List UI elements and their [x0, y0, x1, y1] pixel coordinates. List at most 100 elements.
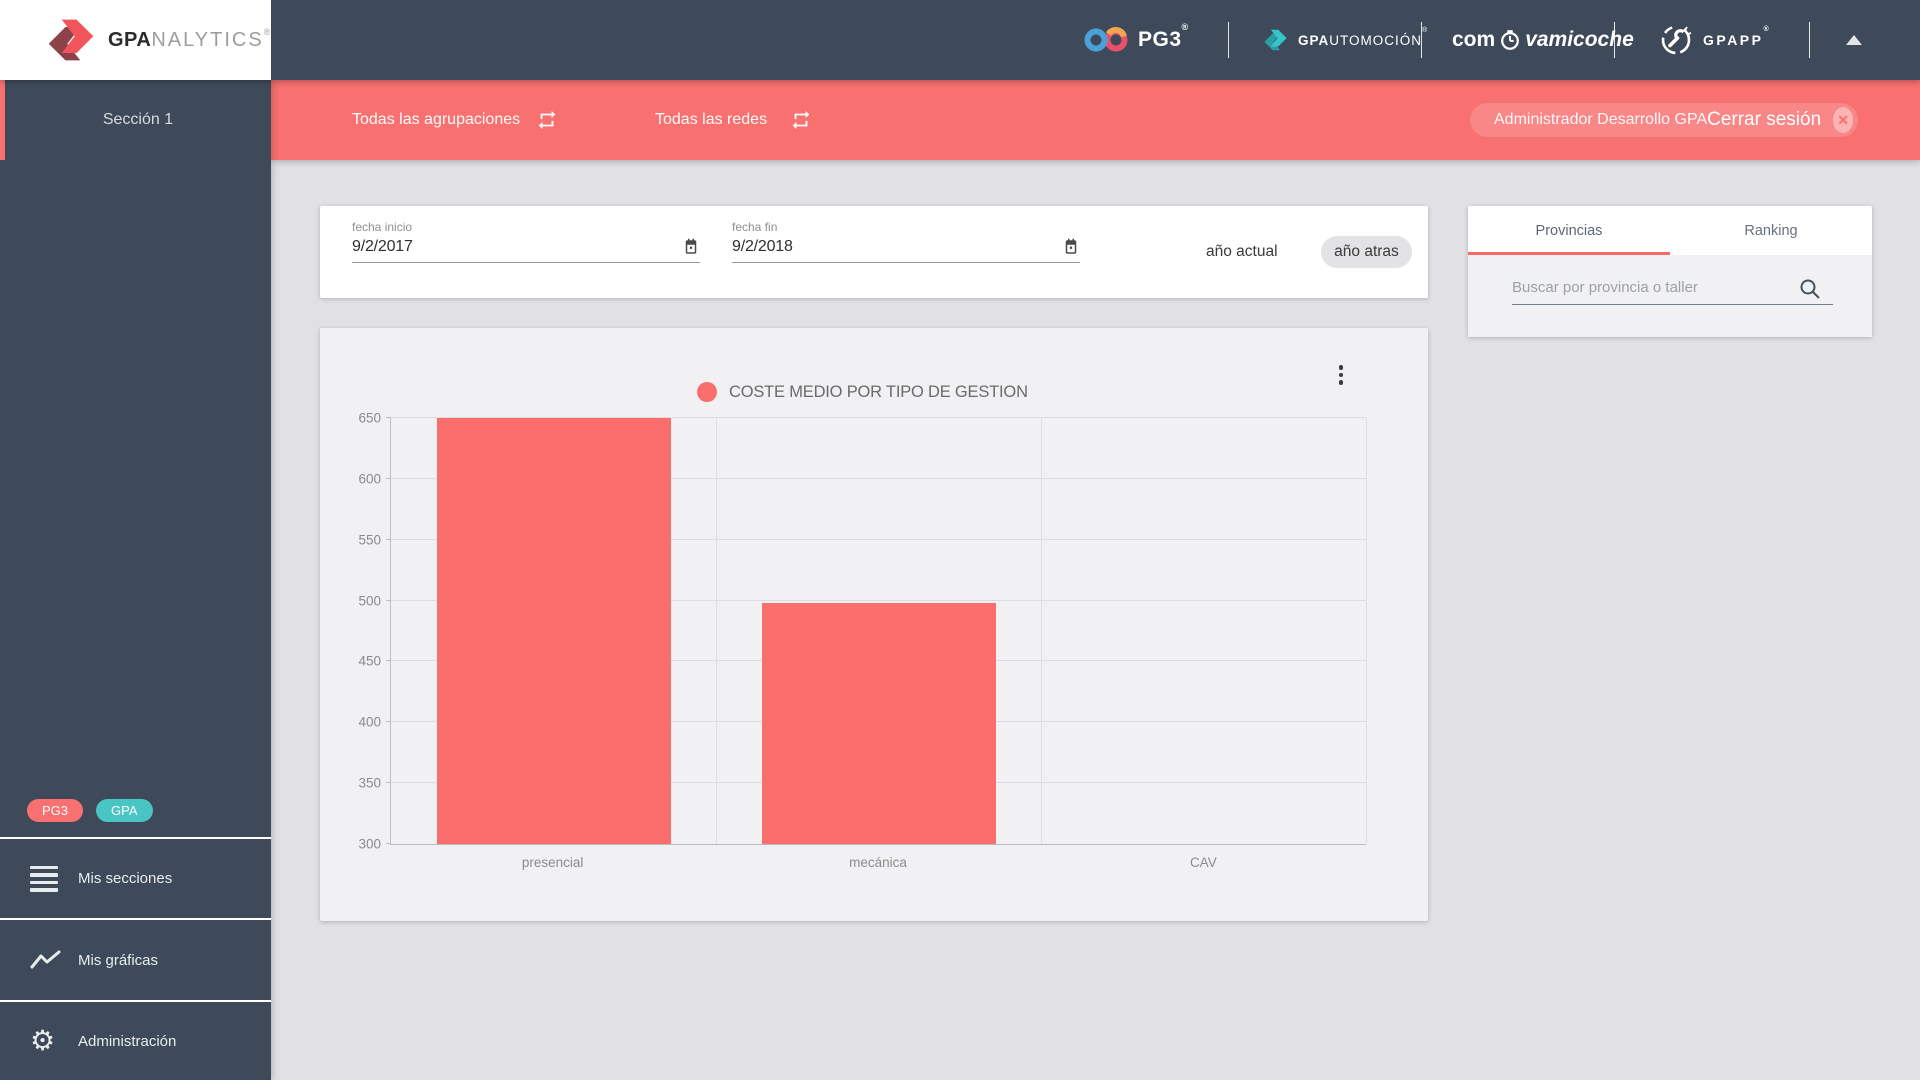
legend-dot: [697, 382, 717, 402]
badge-gpa[interactable]: GPA: [96, 799, 153, 822]
fecha-fin-label: fecha fin: [732, 220, 778, 234]
sidebar-item-administracion[interactable]: ⚙ Administración: [0, 1002, 271, 1080]
y-tick: [386, 417, 391, 418]
chart-title: COSTE MEDIO POR TIPO DE GESTION: [729, 382, 1028, 401]
gpautomocion-logo: GPAUTOMOCIÓN®: [1262, 0, 1428, 80]
bar-presencial: [436, 418, 671, 844]
teal-arrow-icon: [1264, 29, 1287, 51]
search-input[interactable]: [1512, 271, 1833, 305]
gridline: [1366, 418, 1367, 844]
swap-redes-icon[interactable]: [790, 109, 812, 131]
chart-x-labels: presencial mecánica CAV: [390, 855, 1366, 870]
sidebar-item-seccion-1[interactable]: Sección 1: [0, 80, 271, 160]
x-axis-label: mecánica: [849, 855, 907, 870]
user-session-pill: Administrador Desarrollo GPA Cerrar sesi…: [1470, 103, 1858, 137]
fecha-fin-input[interactable]: [732, 238, 1062, 256]
y-axis-label: 350: [358, 775, 381, 791]
gridline: [391, 538, 1366, 540]
search-icon[interactable]: [1798, 277, 1822, 301]
date-filter-card: fecha inicio fecha fin año actual año at…: [320, 206, 1428, 298]
bar-mecánica: [761, 603, 996, 844]
user-name: Administrador Desarrollo GPA: [1494, 111, 1708, 128]
gridline: [1040, 418, 1042, 844]
calendar-icon[interactable]: [1062, 238, 1080, 256]
logout-close-icon[interactable]: ✕: [1833, 107, 1853, 133]
gridline: [391, 599, 1366, 601]
x-axis-label: CAV: [1189, 855, 1217, 870]
fecha-inicio-group: fecha inicio: [352, 220, 700, 263]
pg3-logo-text: PG3®: [1138, 22, 1189, 51]
infinity-icon: [1084, 26, 1128, 52]
x-axis-label: presencial: [521, 855, 584, 870]
chart-plot: 300 350 400 450 500 550 600 650: [358, 411, 1367, 852]
fecha-inicio-label: fecha inicio: [352, 220, 413, 234]
gear-icon: ⚙: [30, 1024, 56, 1057]
clock-icon: [1501, 30, 1520, 50]
anio-atras-button[interactable]: año atras: [1321, 236, 1412, 268]
y-tick: [386, 843, 391, 844]
y-tick: [386, 477, 391, 479]
y-axis-label: 400: [358, 714, 381, 730]
fecha-fin-group: fecha fin: [732, 220, 1080, 263]
calendar-icon[interactable]: [682, 238, 700, 256]
y-tick: [386, 721, 391, 723]
sidebar-item-label: Mis gráficas: [78, 951, 159, 969]
panel-search-area: [1468, 255, 1872, 337]
gridline: [391, 477, 1366, 479]
comова-logo: com vamicoche: [1452, 0, 1634, 80]
list-icon: [30, 865, 62, 892]
y-axis-label: 500: [358, 593, 381, 609]
y-tick: [386, 782, 391, 784]
y-tick: [386, 599, 391, 601]
sidebar-item-mis-graficas[interactable]: Mis gráficas: [0, 920, 271, 1000]
brand-logo: GPANALYTICS®: [0, 0, 271, 80]
gpapp-text: GPAPP®: [1703, 26, 1772, 48]
chart-line-icon: [30, 949, 62, 971]
sidebar-item-label: Mis secciones: [78, 870, 173, 887]
sidebar-divider: [0, 1000, 271, 1002]
sidebar-badges: PG3 GPA: [27, 799, 153, 822]
brand-text: GPANALYTICS®: [108, 26, 271, 51]
sidebar-item-mis-secciones[interactable]: Mis secciones: [0, 839, 271, 918]
panel-tabs: Provincias Ranking: [1468, 206, 1872, 255]
pg3-logo: PG3®: [1083, 0, 1189, 80]
collapse-header-button[interactable]: [1828, 0, 1880, 80]
gpanalytics-arrow-icon: [48, 19, 94, 61]
y-tick: [386, 660, 391, 662]
y-axis-label: 450: [358, 653, 381, 669]
sidebar-item-label: Administración: [78, 1032, 177, 1050]
gpautomocion-text: GPAUTOMOCIÓN®: [1298, 26, 1429, 48]
gridline: [391, 417, 1366, 418]
badge-pg3[interactable]: PG3: [27, 799, 84, 822]
y-axis-label: 600: [358, 471, 381, 487]
tab-label: Ranking: [1744, 222, 1798, 239]
chart-card: COSTE MEDIO POR TIPO DE GESTION 300 350 40…: [320, 328, 1428, 921]
chart-menu-button[interactable]: [1328, 360, 1354, 390]
logout-button[interactable]: Cerrar sesión: [1707, 109, 1822, 130]
fecha-inicio-input[interactable]: [352, 238, 682, 256]
sidebar-divider: [0, 918, 271, 920]
y-axis-label: 550: [358, 532, 381, 548]
tab-label: Provincias: [1535, 222, 1603, 239]
chevron-up-icon: [1846, 35, 1862, 45]
y-axis-label: 300: [358, 836, 381, 852]
wrench-icon: [1661, 25, 1692, 55]
chart-legend: COSTE MEDIO POR TIPO DE GESTION: [697, 382, 1028, 402]
sidebar-divider: [0, 837, 271, 839]
header-divider: [1421, 22, 1422, 58]
provinces-panel: Provincias Ranking: [1468, 206, 1872, 337]
header-divider: [1228, 22, 1229, 58]
y-axis-label: 650: [358, 410, 381, 426]
gridline: [715, 418, 717, 844]
tab-provincias[interactable]: Provincias: [1468, 206, 1670, 255]
top-header: PG3® GPAUTOMOCIÓN® com vamicoche: [0, 0, 1920, 80]
sidebar: Sección 1 PG3 GPA Mis secciones Mis gráf…: [0, 80, 271, 1080]
header-divider: [1614, 22, 1615, 58]
redes-select[interactable]: Todas las redes: [655, 111, 768, 128]
agrupaciones-select[interactable]: Todas las agrupaciones: [352, 111, 521, 128]
header-divider: [1809, 22, 1810, 58]
active-tab-underline: [1468, 252, 1670, 255]
tab-ranking[interactable]: Ranking: [1670, 206, 1872, 255]
anio-actual-button[interactable]: año actual: [1206, 243, 1278, 260]
swap-agrupaciones-icon[interactable]: [536, 109, 558, 131]
